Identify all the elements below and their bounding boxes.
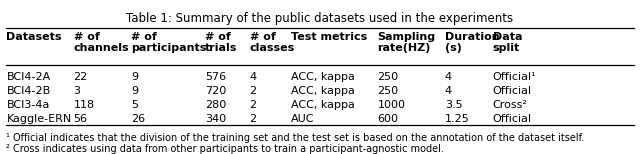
Text: 4: 4 (445, 72, 452, 82)
Text: Duration
(s): Duration (s) (445, 32, 499, 53)
Text: 1000: 1000 (378, 100, 406, 110)
Text: 576: 576 (205, 72, 226, 82)
Text: # of
classes: # of classes (250, 32, 295, 53)
Text: 3.5: 3.5 (445, 100, 463, 110)
Text: Test metrics: Test metrics (291, 32, 367, 42)
Text: BCI3-4a: BCI3-4a (6, 100, 50, 110)
Text: 2: 2 (250, 86, 257, 96)
Text: Sampling
rate(HZ): Sampling rate(HZ) (378, 32, 436, 53)
Text: 250: 250 (378, 86, 399, 96)
Text: Table 1: Summary of the public datasets used in the experiments: Table 1: Summary of the public datasets … (127, 12, 513, 25)
Text: ¹ Official indicates that the division of the training set and the test set is b: ¹ Official indicates that the division o… (6, 133, 585, 143)
Text: 118: 118 (74, 100, 95, 110)
Text: 9: 9 (131, 86, 138, 96)
Text: 9: 9 (131, 72, 138, 82)
Text: Datasets: Datasets (6, 32, 62, 42)
Text: Official: Official (493, 86, 532, 96)
Text: ACC, kappa: ACC, kappa (291, 72, 355, 82)
Text: Kaggle-ERN: Kaggle-ERN (6, 114, 72, 124)
Text: ACC, kappa: ACC, kappa (291, 100, 355, 110)
Text: BCI4-2A: BCI4-2A (6, 72, 51, 82)
Text: 22: 22 (74, 72, 88, 82)
Text: Data
split: Data split (493, 32, 522, 53)
Text: 56: 56 (74, 114, 88, 124)
Text: # of
participants: # of participants (131, 32, 207, 53)
Text: ACC, kappa: ACC, kappa (291, 86, 355, 96)
Text: 5: 5 (131, 100, 138, 110)
Text: 26: 26 (131, 114, 145, 124)
Text: Official: Official (493, 114, 532, 124)
Text: 340: 340 (205, 114, 226, 124)
Text: 4: 4 (250, 72, 257, 82)
Text: Official¹: Official¹ (493, 72, 536, 82)
Text: BCI4-2B: BCI4-2B (6, 86, 51, 96)
Text: Cross²: Cross² (493, 100, 527, 110)
Text: 280: 280 (205, 100, 226, 110)
Text: # of
channels: # of channels (74, 32, 129, 53)
Text: 2: 2 (250, 114, 257, 124)
Text: 600: 600 (378, 114, 399, 124)
Text: AUC: AUC (291, 114, 315, 124)
Text: 2: 2 (250, 100, 257, 110)
Text: 720: 720 (205, 86, 226, 96)
Text: # of
trials: # of trials (205, 32, 237, 53)
Text: 250: 250 (378, 72, 399, 82)
Text: 4: 4 (445, 86, 452, 96)
Text: 3: 3 (74, 86, 81, 96)
Text: 1.25: 1.25 (445, 114, 470, 124)
Text: ² Cross indicates using data from other participants to train a participant-agno: ² Cross indicates using data from other … (6, 144, 444, 154)
